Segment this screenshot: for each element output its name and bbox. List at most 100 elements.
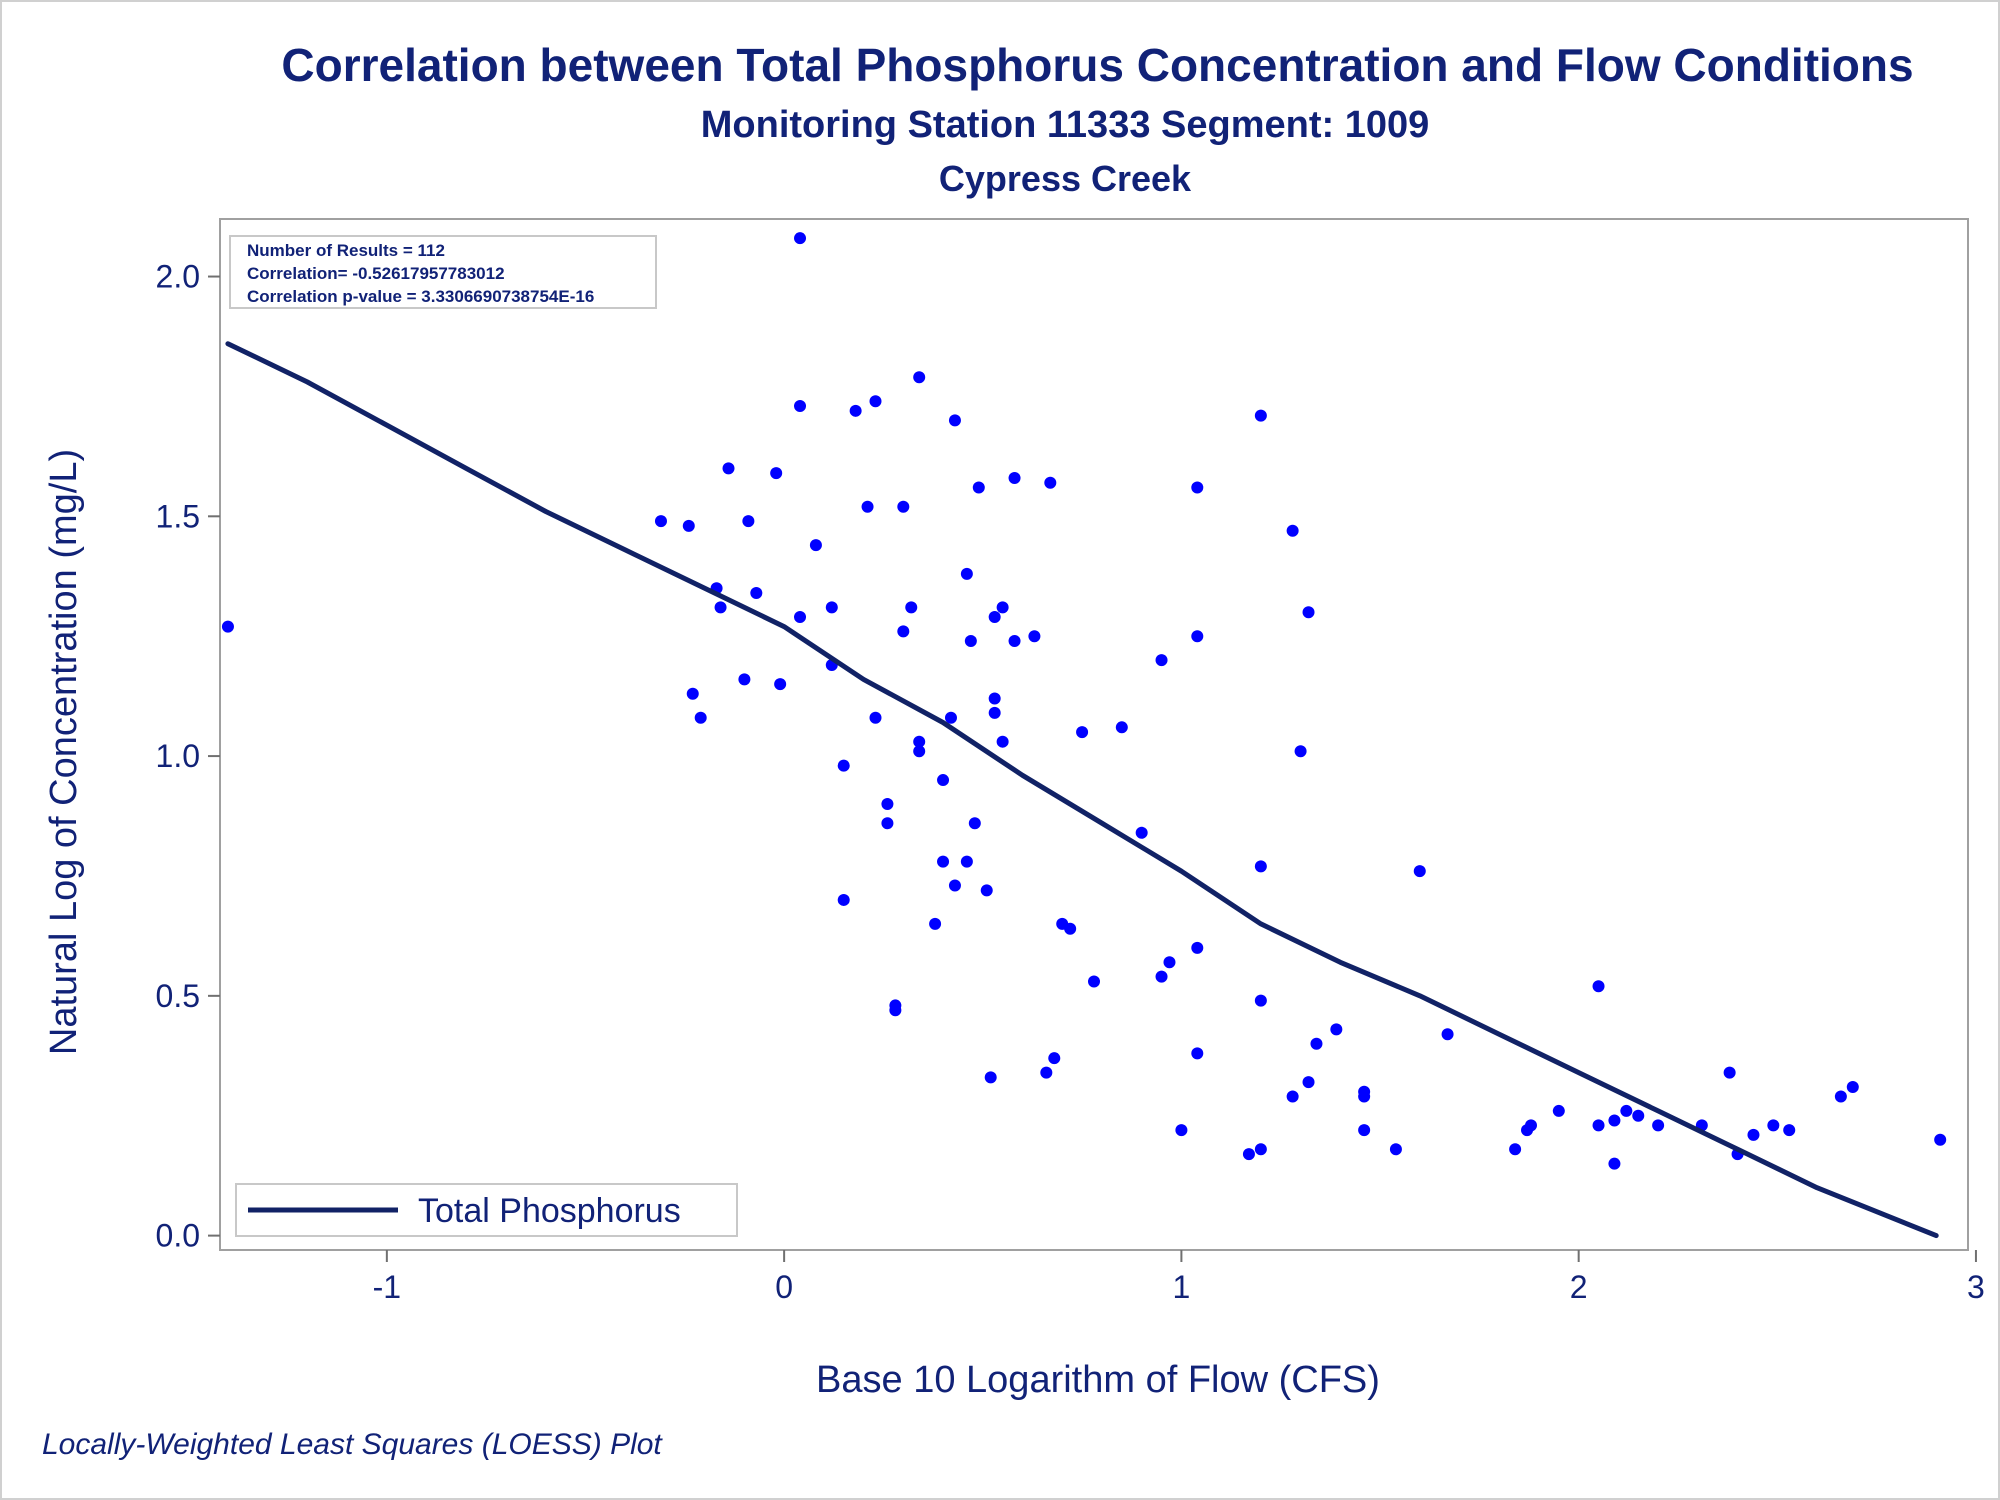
data-point <box>988 611 1001 624</box>
chart-subtitle-location: Cypress Creek <box>938 158 1192 199</box>
data-point <box>996 735 1009 748</box>
data-point <box>984 1071 997 1084</box>
data-point <box>1175 1124 1188 1137</box>
data-point <box>1358 1124 1371 1137</box>
data-point <box>869 395 882 408</box>
data-point <box>869 711 882 724</box>
data-point <box>849 404 862 417</box>
data-point <box>988 692 1001 705</box>
data-point <box>881 817 894 830</box>
data-point <box>1592 1119 1605 1132</box>
data-point <box>937 774 950 787</box>
data-point <box>794 611 807 624</box>
x-tick-label: 2 <box>1570 1269 1588 1305</box>
data-point <box>1242 1148 1255 1161</box>
data-point <box>960 855 973 868</box>
data-point <box>1834 1090 1847 1103</box>
data-point <box>714 601 727 614</box>
data-point <box>1155 970 1168 983</box>
y-tick-label: 2.0 <box>156 259 200 295</box>
data-point <box>913 735 926 748</box>
data-point <box>1592 980 1605 993</box>
stats-n-results: Number of Results = 112 <box>247 241 445 260</box>
legend: Total Phosphorus <box>235 1183 738 1237</box>
data-point <box>1064 922 1077 935</box>
data-point <box>937 855 950 868</box>
data-point <box>1115 721 1128 734</box>
stats-correlation: Correlation= -0.52617957783012 <box>247 264 505 283</box>
y-tick-label: 1.0 <box>156 738 200 774</box>
loess-line <box>225 341 1939 1239</box>
data-point <box>1389 1143 1402 1156</box>
data-point <box>1934 1133 1947 1146</box>
data-point <box>1155 654 1168 667</box>
data-point <box>1028 630 1041 643</box>
y-tick-label: 1.5 <box>156 498 200 534</box>
data-point <box>1286 524 1299 537</box>
data-point <box>1525 1119 1537 1132</box>
data-point <box>1747 1128 1760 1141</box>
data-point <box>825 601 838 614</box>
data-point <box>1048 1052 1061 1065</box>
data-point <box>913 745 926 758</box>
data-point <box>1509 1143 1522 1156</box>
chart-subtitle: Monitoring Station 11333 Segment: 1009 <box>700 104 1430 146</box>
data-point <box>960 567 973 580</box>
x-tick-label: 1 <box>1173 1269 1191 1305</box>
data-point <box>1191 941 1204 954</box>
data-point <box>1254 1143 1267 1156</box>
data-point <box>1413 865 1426 878</box>
x-axis: -1 0 1 2 3 <box>373 1250 1985 1305</box>
data-point <box>1608 1157 1621 1170</box>
data-point <box>686 687 699 700</box>
data-point <box>1076 726 1089 739</box>
data-point <box>794 400 807 413</box>
data-points <box>221 232 1947 1170</box>
data-point <box>996 601 1009 614</box>
data-point <box>1254 409 1267 422</box>
data-point <box>980 884 993 897</box>
loess-line-layer <box>225 341 1939 1239</box>
data-point <box>694 711 707 724</box>
data-point <box>809 539 822 552</box>
data-point <box>913 371 926 384</box>
x-tick-label: -1 <box>373 1269 401 1305</box>
x-tick-label: 0 <box>775 1269 793 1305</box>
data-point <box>1191 630 1204 643</box>
data-point <box>742 515 755 528</box>
data-point <box>881 798 894 811</box>
x-tick-label: 3 <box>1967 1269 1985 1305</box>
stats-box-border <box>229 235 657 309</box>
data-point <box>1846 1080 1859 1093</box>
y-axis-label: Natural Log of Concentration (mg/L) <box>43 449 85 1055</box>
data-point <box>1286 1090 1299 1103</box>
data-point <box>1620 1104 1633 1117</box>
data-point <box>654 515 667 528</box>
y-axis: 0.0 0.5 1.0 1.5 2.0 <box>156 259 220 1254</box>
data-point <box>1632 1109 1645 1122</box>
x-axis-label: Base 10 Logarithm of Flow (CFS) <box>816 1359 1380 1401</box>
data-point <box>1302 606 1315 619</box>
data-point <box>1008 634 1021 647</box>
data-point <box>861 500 874 513</box>
data-point <box>948 879 961 892</box>
data-point <box>837 893 850 906</box>
data-point <box>1163 956 1176 969</box>
data-point <box>1008 471 1021 484</box>
data-point <box>1135 826 1148 839</box>
data-point <box>1608 1114 1621 1127</box>
data-point <box>722 462 735 475</box>
data-point <box>1254 994 1267 1007</box>
data-point <box>1088 975 1100 988</box>
stats-p-value: Correlation p-value = 3.3306690738754E-1… <box>247 287 594 306</box>
data-point <box>948 414 961 427</box>
data-point <box>1652 1119 1665 1132</box>
data-point <box>897 500 910 513</box>
data-point <box>1358 1090 1371 1103</box>
data-point <box>682 519 695 532</box>
footnote: Locally-Weighted Least Squares (LOESS) P… <box>42 1428 662 1461</box>
data-point <box>1294 745 1307 758</box>
data-point <box>1040 1066 1053 1079</box>
